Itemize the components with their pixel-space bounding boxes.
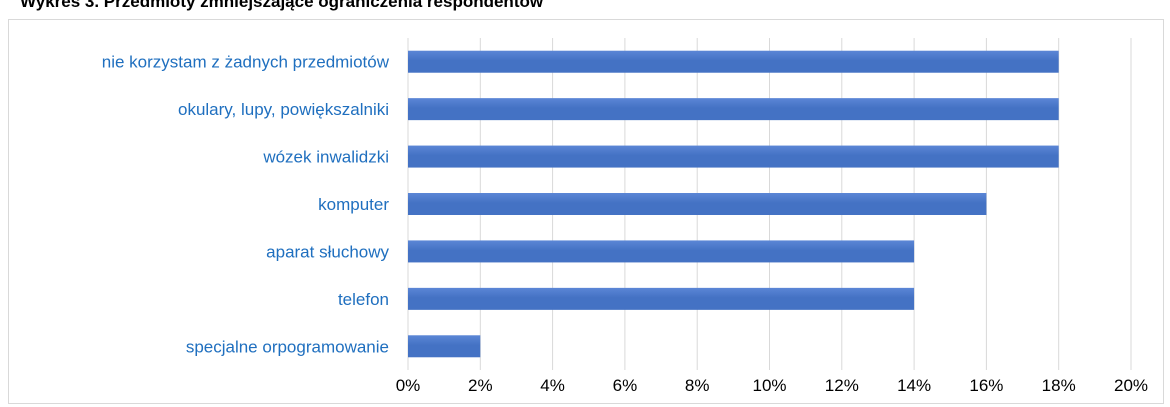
bar: [408, 98, 1059, 121]
category-label: specjalne orpogramowanie: [186, 337, 389, 356]
category-labels: nie korzystam z żadnych przedmiotów okula…: [102, 53, 390, 357]
bar: [408, 50, 1059, 73]
bar: [408, 193, 987, 215]
x-tick-label: 18%: [1042, 376, 1076, 395]
bar: [408, 240, 915, 263]
bars: [408, 50, 1059, 358]
category-label: nie korzystam z żadnych przedmiotów: [102, 53, 390, 72]
category-label: wózek inwalidzki: [262, 148, 389, 167]
category-label: telefon: [338, 290, 389, 309]
x-tick-label: 2%: [468, 376, 493, 395]
x-tick-label: 0%: [396, 376, 421, 395]
x-tick-label: 12%: [825, 376, 859, 395]
x-tick-label: 10%: [752, 376, 786, 395]
x-tick-label: 4%: [540, 376, 565, 395]
x-tick-label: 20%: [1114, 376, 1148, 395]
category-label: aparat słuchowy: [266, 242, 389, 261]
category-label: komputer: [318, 195, 389, 214]
bar: [408, 145, 1059, 168]
x-tick-label: 16%: [969, 376, 1003, 395]
bar: [408, 335, 481, 358]
category-label: okulary, lupy, powiększalniki: [178, 100, 389, 119]
chart-title: Wykres 3. Przedmioty zmniejszające ogran…: [20, 0, 544, 11]
x-tick-label: 6%: [613, 376, 638, 395]
x-tick-label: 8%: [685, 376, 710, 395]
bar: [408, 287, 915, 310]
x-tick-labels: 0% 2% 4% 6% 8% 10% 12% 14% 16% 18% 20%: [396, 376, 1148, 395]
x-tick-label: 14%: [897, 376, 931, 395]
